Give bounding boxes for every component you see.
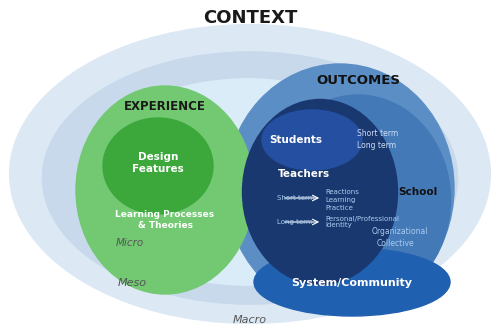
Ellipse shape xyxy=(103,118,213,214)
Text: Long term: Long term xyxy=(357,141,396,150)
Text: System/Community: System/Community xyxy=(292,278,412,288)
Text: Organizational: Organizational xyxy=(372,227,428,236)
Text: Short term: Short term xyxy=(277,195,314,201)
Text: Personal/Professional
Identity: Personal/Professional Identity xyxy=(325,215,399,228)
Ellipse shape xyxy=(254,248,450,316)
Text: School: School xyxy=(398,187,438,197)
Text: OUTCOMES: OUTCOMES xyxy=(316,73,400,87)
Text: Long term: Long term xyxy=(277,219,312,225)
Ellipse shape xyxy=(266,95,450,305)
Ellipse shape xyxy=(76,86,254,294)
Text: Teachers: Teachers xyxy=(278,169,330,179)
Ellipse shape xyxy=(10,25,490,323)
Text: CONTEXT: CONTEXT xyxy=(203,9,297,27)
Text: Reactions: Reactions xyxy=(325,189,359,195)
Ellipse shape xyxy=(262,110,362,170)
Text: Design
Features: Design Features xyxy=(132,152,184,174)
Text: Practice: Practice xyxy=(325,205,353,211)
Text: Learning Processes
& Theories: Learning Processes & Theories xyxy=(116,210,214,230)
Text: Micro: Micro xyxy=(116,238,144,248)
Ellipse shape xyxy=(79,79,417,285)
Text: Students: Students xyxy=(270,135,322,145)
Text: Macro: Macro xyxy=(233,315,267,325)
Ellipse shape xyxy=(42,52,458,304)
Ellipse shape xyxy=(242,100,398,285)
Text: Learning: Learning xyxy=(325,197,356,203)
Text: EXPERIENCE: EXPERIENCE xyxy=(124,100,206,113)
Text: Meso: Meso xyxy=(118,278,146,288)
Ellipse shape xyxy=(226,64,454,312)
Text: Short term: Short term xyxy=(357,129,398,138)
Text: Collective: Collective xyxy=(376,239,414,248)
